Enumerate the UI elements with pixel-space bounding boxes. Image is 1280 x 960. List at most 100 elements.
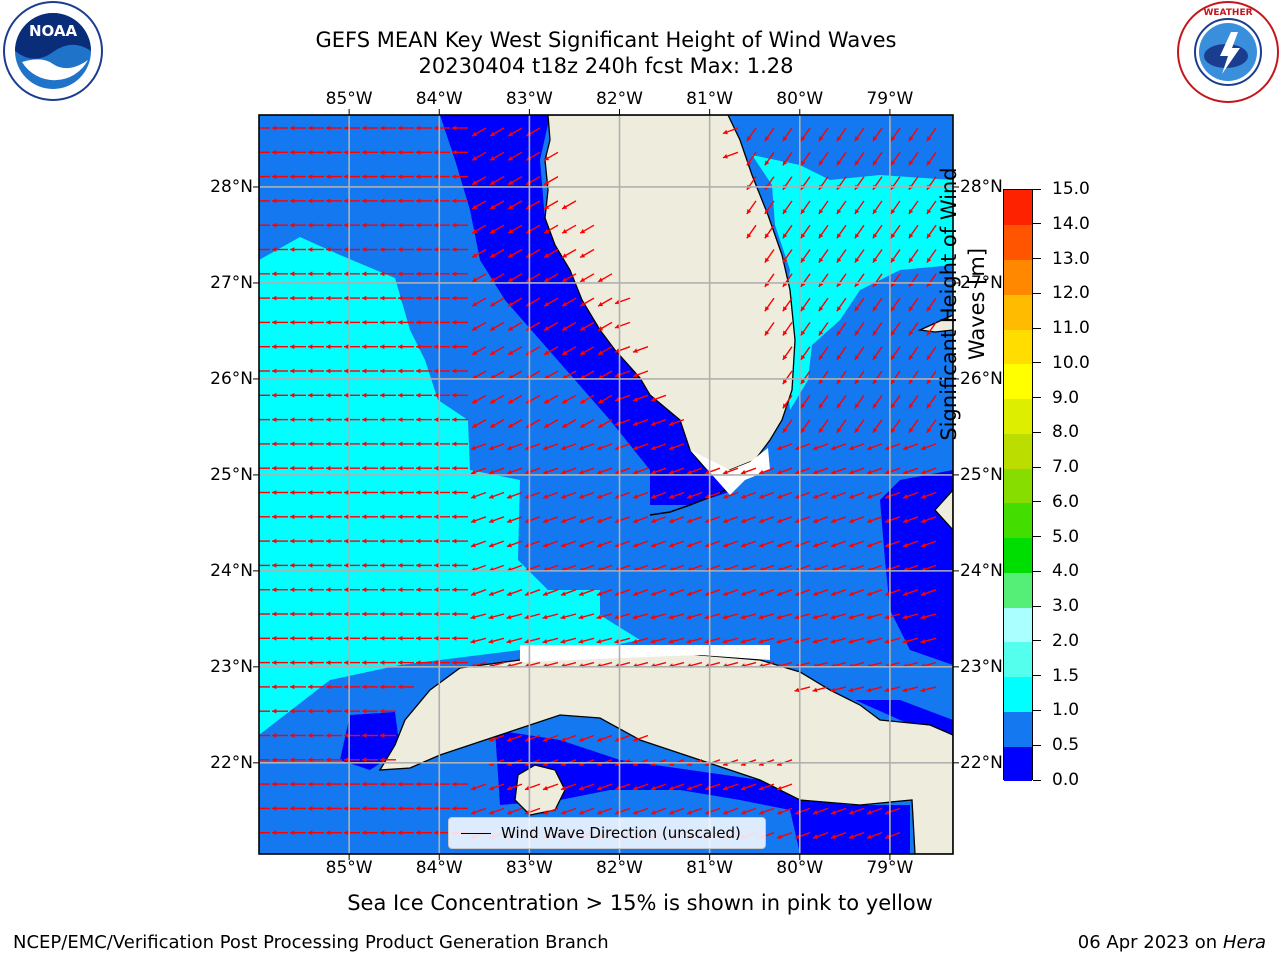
wind-wave-arrowhead [344,757,349,763]
wind-wave-arrowhead [632,348,638,353]
wind-wave-arrowhead [344,222,349,228]
wind-wave-arrowhead [830,518,836,524]
wind-wave-arrowhead [686,469,692,475]
wind-wave-arrowhead [254,223,258,228]
wind-wave-arrowhead [764,306,770,312]
wind-wave-arrowhead [578,518,584,524]
wind-wave-arrowhead [488,542,494,548]
wind-wave-arrowhead [470,614,476,620]
wind-wave-arrowhead [272,514,277,520]
wind-wave-arrowhead [580,399,586,404]
wind-wave-arrowhead [812,687,818,693]
colorbar-tick [1033,397,1041,399]
wind-wave-arrowhead [884,469,890,475]
wind-wave-arrowhead [776,469,782,475]
wind-wave-arrowhead [344,635,349,641]
wind-wave-arrowhead [416,198,421,204]
wind-wave-arrowhead [890,136,896,142]
wind-wave-arrowhead [872,354,878,360]
wind-wave-arrowhead [272,611,277,617]
wind-wave-arrowhead [794,638,800,644]
wind-wave-arrowhead [722,542,728,548]
wind-wave-arrowhead [272,538,277,544]
wind-wave-arrowhead [746,233,752,239]
wind-wave-arrowhead [614,810,620,815]
wind-wave-arrowhead [488,591,494,596]
wind-wave-arrowhead [308,295,313,301]
wind-wave-arrowhead [668,810,674,815]
wind-wave-arrowhead [776,542,782,548]
colorbar-tick-label: 14.0 [1052,213,1090,234]
wind-wave-arrowhead [308,781,313,787]
wind-wave-arrowhead [254,539,258,544]
wind-direction-arrows [254,125,937,839]
wind-wave-arrowhead [434,174,439,179]
wind-wave-arrowhead [290,344,295,350]
wind-wave-arrowhead [926,209,932,215]
wind-wave-arrowhead [836,379,842,385]
wind-wave-arrowhead [416,417,421,422]
wind-wave-arrowhead [362,295,367,301]
wind-wave-arrowhead [650,785,656,791]
svg-text:WEATHER: WEATHER [1203,8,1252,18]
wind-wave-arrowhead [866,518,872,524]
wind-wave-arrowhead [854,379,860,385]
wind-wave-arrowhead [854,306,860,312]
wind-wave-arrowhead [308,441,313,447]
colorbar-segment [1004,259,1032,295]
colorbar-tick-label: 1.5 [1052,665,1080,686]
wind-wave-arrowhead [866,469,872,475]
wind-wave-arrowhead [542,494,548,499]
wind-wave-arrowhead [598,399,604,404]
wind-wave-arrowhead [562,228,568,234]
wind-wave-arrowhead [272,417,277,422]
wind-wave-arrowhead [722,638,728,644]
wind-wave-arrowhead [398,271,403,277]
wind-wave-arrowhead [326,635,331,641]
wind-wave-arrowhead [272,149,277,155]
wind-wave-arrowhead [362,441,367,447]
wind-wave-arrowhead [362,587,367,593]
wind-wave-arrowhead [818,379,824,385]
wind-wave-arrowhead [290,295,295,301]
lon-label-top: 85°W [325,89,373,109]
wind-wave-arrowhead [254,174,258,179]
wind-wave-arrowhead [380,441,385,447]
wind-wave-arrowhead [398,490,403,495]
wind-wave-arrowhead [380,757,385,763]
wind-wave-arrowhead [818,306,824,312]
wind-wave-arrowhead [884,687,890,693]
wind-wave-arrowhead [272,441,277,447]
wind-wave-arrowhead [686,785,692,791]
wind-wave-arrowhead [452,563,457,568]
wind-wave-arrowhead [416,465,421,471]
wind-wave-arrowhead [872,306,878,312]
wind-wave-arrowhead [472,326,478,331]
wind-wave-arrowhead [254,733,258,738]
colorbar-tick-label: 3.0 [1052,596,1080,617]
wind-wave-arrowhead [290,441,295,447]
wind-wave-arrowhead [920,638,926,644]
wind-wave-arrowhead [902,638,908,644]
wind-wave-arrowhead [290,490,295,495]
wind-wave-arrowhead [848,687,854,693]
wind-wave-arrowhead [254,830,258,835]
wind-wave-arrowhead [506,737,512,742]
wind-wave-arrowhead [800,136,806,142]
colorbar-tick [1033,640,1041,642]
wind-wave-arrowhead [434,320,439,325]
wind-wave-arrowhead [872,330,878,336]
wind-wave-arrowhead [272,781,277,787]
credit-date-host: 06 Apr 2023 on Hera [1078,932,1266,954]
wind-wave-arrowhead [764,257,770,263]
wind-wave-arrowhead [472,156,478,161]
wind-wave-arrowhead [578,542,584,548]
wind-wave-arrowhead [764,330,770,336]
wind-wave-arrowhead [866,591,872,596]
wind-wave-arrowhead [254,806,258,811]
wind-wave-arrowhead [704,542,710,548]
wind-wave-arrowhead [290,198,295,204]
wind-wave-arrowhead [344,344,349,350]
wind-wave-arrowhead [326,368,331,374]
wind-wave-arrowhead [920,687,926,693]
